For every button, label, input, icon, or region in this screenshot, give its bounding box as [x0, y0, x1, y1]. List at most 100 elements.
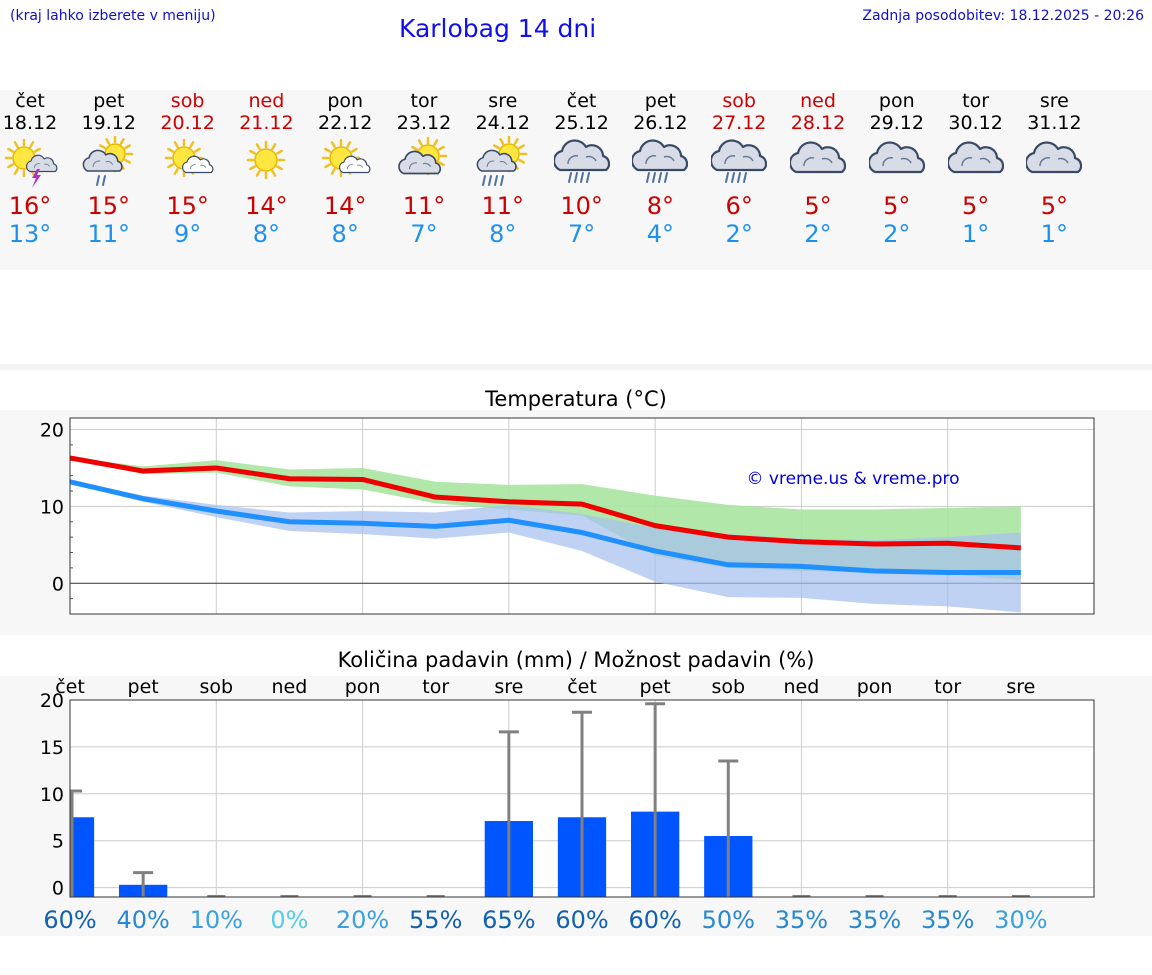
- icon-art: [321, 138, 371, 178]
- sun-disc: [254, 148, 279, 172]
- cloud-detail: [408, 162, 432, 170]
- cloud-icon: [790, 141, 846, 174]
- sun-ray: [346, 141, 352, 148]
- sun-ray: [193, 147, 201, 153]
- precipitation-probability: 30%: [994, 906, 1047, 934]
- plot-frame: [69, 699, 1095, 898]
- cloud-detail: [347, 164, 364, 170]
- day-column: pet 19.12 15° 11°: [70, 90, 148, 248]
- day-name: pon: [327, 90, 364, 112]
- sun-ray: [34, 147, 41, 153]
- min-temperature-line: [69, 479, 1021, 575]
- cloud-icon: [868, 141, 925, 174]
- cloud-icon: [1026, 141, 1083, 174]
- rain-drop: [652, 172, 657, 183]
- sun-ray: [324, 163, 332, 169]
- icon-art: [1026, 141, 1083, 174]
- min-temperature: 7°: [567, 220, 596, 248]
- day-label: pet: [128, 676, 159, 698]
- icon-art: [868, 141, 925, 174]
- day-date: 30.12: [948, 112, 1003, 134]
- sun-ray: [417, 139, 423, 146]
- sun-ray: [517, 158, 525, 164]
- copyright-watermark: © vreme.us & vreme.pro: [746, 469, 959, 489]
- rain-drop: [743, 172, 748, 183]
- day-date: 26.12: [633, 112, 688, 134]
- min-temperature: 8°: [489, 220, 517, 248]
- max-temperature: 8°: [646, 192, 675, 220]
- max-temperature: 6°: [725, 192, 753, 220]
- temperature-chart: 20 10 0 © vreme.us & vreme.pro: [40, 417, 1095, 615]
- day-name: sre: [488, 90, 518, 112]
- y-tick-label: 10: [40, 784, 64, 806]
- sun-ray: [256, 170, 262, 177]
- day-name: pon: [878, 90, 915, 112]
- sun-ray: [351, 147, 359, 153]
- rain-drop: [493, 175, 498, 186]
- icon-art: [947, 141, 1004, 174]
- sun-ray: [29, 141, 35, 148]
- sun-ray: [249, 165, 257, 171]
- max-temperature: 11°: [481, 192, 525, 220]
- precipitation-probability: 55%: [409, 906, 462, 934]
- y-tick-label: 10: [40, 496, 64, 518]
- precipitation-probability: 35%: [775, 906, 828, 934]
- cloud-detail: [33, 163, 51, 169]
- precipitation-probability: 50%: [702, 906, 755, 934]
- max-temperature: 11°: [402, 192, 446, 220]
- day-column: sob 20.12 15° 9°: [149, 90, 227, 248]
- day-label: sre: [494, 676, 523, 698]
- sun-ray: [256, 143, 262, 150]
- sun-ray: [513, 138, 519, 145]
- cloud-shape: [711, 139, 768, 172]
- rain-drop: [481, 175, 486, 186]
- sun-ray: [433, 139, 439, 146]
- min-temperature: 2°: [804, 220, 832, 248]
- sun-ray: [499, 138, 505, 145]
- min-temperature: 8°: [331, 220, 359, 248]
- min-temperature: 1°: [961, 220, 990, 248]
- cloud-outline: [1026, 141, 1083, 174]
- day-date: 27.12: [711, 112, 767, 134]
- min-temperature: 11°: [87, 220, 131, 248]
- min-temperature: 8°: [252, 220, 281, 248]
- cloud-icon: [947, 141, 1004, 174]
- daily-forecast-strip: čet 18.12 16° 13° pet 19.12 15° 11° sob 20.12 15° 9…: [0, 90, 1152, 270]
- day-name: sob: [170, 90, 205, 112]
- day-date: 23.12: [396, 112, 452, 134]
- rain-drop: [664, 172, 669, 183]
- max-temperature: 5°: [1040, 192, 1069, 220]
- sun-ray: [188, 141, 194, 148]
- cloud-shape: [553, 139, 610, 172]
- day-label: čet: [567, 676, 597, 698]
- min-temperature: 1°: [1040, 220, 1069, 248]
- sun-small-cloud-icon: [164, 138, 213, 178]
- icon-art: [398, 136, 448, 176]
- max-temperature: 5°: [804, 192, 832, 220]
- cloud-detail: [566, 155, 597, 165]
- sun-ray: [173, 141, 179, 148]
- cloud-detail: [645, 155, 676, 165]
- cloud-detail: [803, 157, 833, 167]
- cloud-rain-icon: [632, 139, 689, 183]
- sun-icon: [247, 140, 286, 180]
- icon-art: [790, 141, 846, 174]
- day-date: 19.12: [81, 112, 136, 134]
- sun-ray: [324, 147, 332, 153]
- day-column: sre 24.12 11° 8°: [464, 90, 542, 248]
- min-temperature: 7°: [410, 220, 438, 248]
- cloud-outline: [868, 141, 925, 174]
- cloud-detail: [960, 157, 991, 167]
- sun-ray: [166, 163, 174, 169]
- min-temperature-range-band: [70, 480, 1021, 613]
- precipitation-probability: 10%: [190, 906, 243, 934]
- y-tick-label: 0: [52, 573, 64, 595]
- day-date: 22.12: [317, 112, 373, 134]
- day-name: tor: [962, 90, 990, 112]
- cloud-outline: [947, 141, 1004, 174]
- day-column: tor 30.12 5° 1°: [937, 90, 1015, 248]
- sun-ray: [411, 145, 418, 151]
- sun-cloud-heavy-rain-icon: [476, 136, 528, 186]
- cloud-shape: [82, 149, 123, 172]
- day-column: sre 31.12 5° 1°: [1015, 90, 1093, 248]
